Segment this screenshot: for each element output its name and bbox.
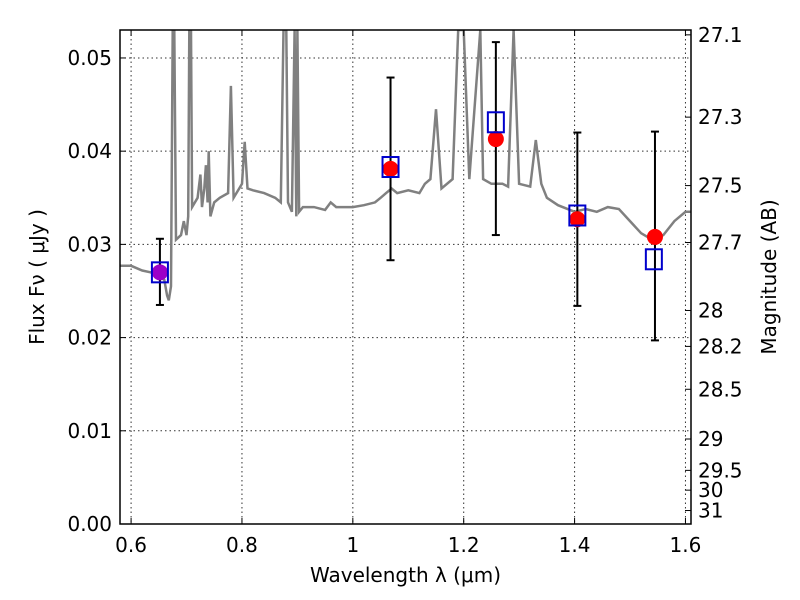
model-point [644,248,663,271]
data-point [646,228,663,245]
x-tick-label: 1.4 [559,533,591,557]
y-tick-label: 0.04 [67,139,112,163]
x-tick-label: 1 [346,533,359,557]
y-axis-right-label: Magnitude (AB) [757,199,781,354]
x-tick-label: 0.6 [115,533,147,557]
axis-ticks: 0.6 0.8 1 1.2 1.4 1.6 0.00 0.01 0.02 0.03 0.04 0.05… [67,23,742,557]
spectrum-line [120,30,691,301]
x-tick-label: 1.2 [448,533,480,557]
y-right-tick-label: 28.5 [698,377,743,401]
y-tick-label: 0.02 [67,326,112,350]
model-point [568,204,587,227]
plot-area [120,30,691,342]
model-point [486,111,505,134]
y-right-tick-label: 27.5 [698,174,743,198]
y-tick-label: 0.03 [67,232,112,256]
y-tick-label: 0.05 [67,46,112,70]
data-point [569,211,586,228]
grid [120,30,691,524]
y-right-tick-label: 28.2 [698,334,743,358]
y-right-tick-label: 30 [698,478,723,502]
data-point [487,131,504,148]
data-point [151,264,168,281]
y-right-tick-label: 27.3 [698,105,743,129]
y-right-tick-label: 27.1 [698,23,743,47]
y-axis-label: Flux Fν ( μJy ) [25,209,49,345]
y-tick-label: 0.00 [67,512,112,536]
y-right-tick-label: 28 [698,298,723,322]
y-right-tick-label: 29.5 [698,458,743,482]
x-tick-label: 0.8 [226,533,258,557]
data-point [382,160,399,177]
y-right-tick-label: 31 [698,499,723,523]
y-right-tick-label: 27.7 [698,231,743,255]
y-tick-label: 0.01 [67,419,112,443]
y-right-tick-label: 29 [698,427,723,451]
model-point [381,156,400,179]
model-point [150,261,169,284]
plot-frame [119,29,692,525]
x-tick-label: 1.6 [670,533,702,557]
x-axis-label: Wavelength λ (μm) [310,563,501,587]
